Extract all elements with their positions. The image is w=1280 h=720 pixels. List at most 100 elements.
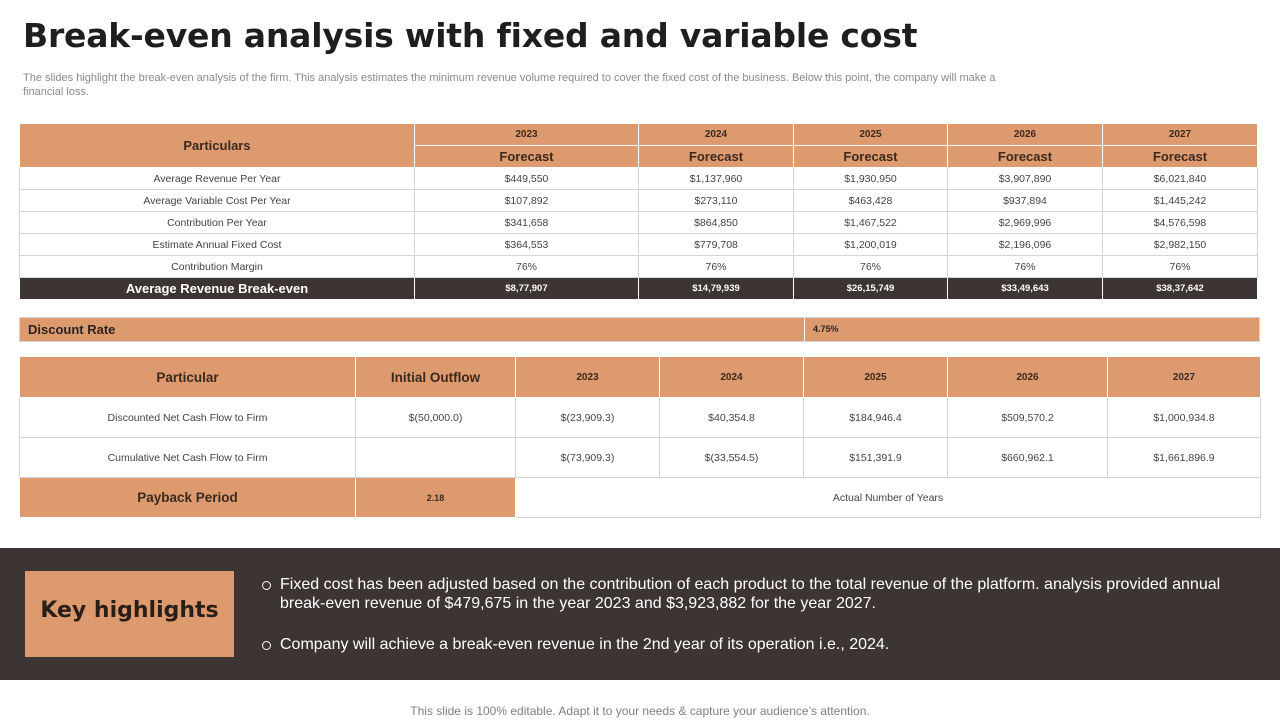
table-cell: $1,930,950: [793, 167, 948, 190]
table-cell: $40,354.8: [659, 397, 804, 438]
table-row: Discounted Net Cash Flow to Firm $(50,00…: [19, 397, 1261, 438]
table-row: Average Revenue Per Year $449,550 $1,137…: [19, 167, 1258, 190]
table-cell: $151,391.9: [803, 437, 948, 478]
breakeven-row: Average Revenue Break-even $8,77,907 $14…: [19, 277, 1258, 300]
divider: [804, 318, 805, 341]
row-label: Average Revenue Per Year: [19, 167, 415, 190]
row-label: Contribution Margin: [19, 255, 415, 278]
table-cell: $273,110: [638, 189, 794, 212]
table-cell: $1,200,019: [793, 233, 948, 256]
table-cell: $4,576,598: [1102, 211, 1258, 234]
forecast-header: Forecast: [638, 145, 794, 168]
table-cell: $6,021,840: [1102, 167, 1258, 190]
list-item: Company will achieve a break-even revenu…: [262, 635, 1222, 654]
table-row: Average Variable Cost Per Year $107,892 …: [19, 189, 1258, 212]
highlight-text: Company will achieve a break-even revenu…: [280, 636, 890, 653]
table-cell: $864,850: [638, 211, 794, 234]
year-header: 2024: [659, 356, 804, 398]
table-cell: $509,570.2: [947, 397, 1108, 438]
table-row: Contribution Per Year $341,658 $864,850 …: [19, 211, 1258, 234]
table-cell: $463,428: [793, 189, 948, 212]
table-cell: 76%: [947, 255, 1103, 278]
bullet-circle-icon: [262, 581, 271, 590]
table-cell: $1,137,960: [638, 167, 794, 190]
cashflow-header-row: Particular Initial Outflow 2023 2024 202…: [19, 356, 1261, 398]
table-cell: $341,658: [414, 211, 639, 234]
page-subtitle: The slides highlight the break-even anal…: [23, 72, 996, 98]
year-header: 2023: [515, 356, 660, 398]
forecast-header: Forecast: [1102, 145, 1258, 168]
discount-rate-bar: Discount Rate 4.75%: [19, 317, 1260, 342]
table-cell: 76%: [793, 255, 948, 278]
initial-outflow-header: Initial Outflow: [355, 356, 516, 398]
year-header: 2024: [638, 123, 794, 146]
table-cell: $(50,000.0): [355, 397, 516, 438]
highlights-list: Fixed cost has been adjusted based on th…: [262, 575, 1222, 654]
payback-value: 2.18: [355, 477, 516, 518]
row-label: Average Variable Cost Per Year: [19, 189, 415, 212]
table-cell: $364,553: [414, 233, 639, 256]
table-row: Contribution Margin 76% 76% 76% 76% 76%: [19, 255, 1258, 278]
payback-row: Payback Period 2.18 Actual Number of Yea…: [19, 477, 1261, 518]
breakeven-label: Average Revenue Break-even: [19, 277, 415, 300]
row-label: Cumulative Net Cash Flow to Firm: [19, 437, 356, 478]
forecast-header: Forecast: [793, 145, 948, 168]
breakeven-cell: $26,15,749: [793, 277, 948, 300]
table-cell: $184,946.4: [803, 397, 948, 438]
table-cell: $(73,909.3): [515, 437, 660, 478]
table-cell: $2,196,096: [947, 233, 1103, 256]
footer-note: This slide is 100% editable. Adapt it to…: [410, 704, 870, 718]
particular-header: Particular: [19, 356, 356, 398]
table-cell: 76%: [638, 255, 794, 278]
particulars-header: Particulars: [19, 123, 415, 168]
row-label: Estimate Annual Fixed Cost: [19, 233, 415, 256]
table-cell: [355, 437, 516, 478]
table-cell: $2,982,150: [1102, 233, 1258, 256]
table-cell: $1,000,934.8: [1107, 397, 1261, 438]
table-cell: $107,892: [414, 189, 639, 212]
table-cell: $449,550: [414, 167, 639, 190]
forecast-header: Forecast: [414, 145, 639, 168]
breakeven-cell: $33,49,643: [947, 277, 1103, 300]
highlight-text: Fixed cost has been adjusted based on th…: [280, 576, 1221, 612]
table-cell: $779,708: [638, 233, 794, 256]
table-cell: $2,969,996: [947, 211, 1103, 234]
year-header: 2027: [1102, 123, 1258, 146]
year-header-row: Particulars 2023 2024 2025 2026 2027: [19, 123, 1258, 168]
year-header: 2025: [793, 123, 948, 146]
year-header: 2026: [947, 123, 1103, 146]
table-row: Estimate Annual Fixed Cost $364,553 $779…: [19, 233, 1258, 256]
year-header: 2026: [947, 356, 1108, 398]
year-header: 2027: [1107, 356, 1261, 398]
discount-rate-value: 4.75%: [813, 324, 839, 334]
table-cell: $1,445,242: [1102, 189, 1258, 212]
payback-note: Actual Number of Years: [515, 477, 1261, 518]
breakeven-cell: $14,79,939: [638, 277, 794, 300]
table-cell: 76%: [1102, 255, 1258, 278]
highlights-title-box: Key highlights: [25, 571, 234, 657]
breakeven-table: Particulars 2023 2024 2025 2026 2027 For…: [19, 123, 1258, 300]
breakeven-cell: $38,37,642: [1102, 277, 1258, 300]
table-cell: $(23,909.3): [515, 397, 660, 438]
forecast-header-row: Forecast Forecast Forecast Forecast Fore…: [20, 145, 1258, 168]
forecast-header: Forecast: [947, 145, 1103, 168]
table-cell: $(33,554.5): [659, 437, 804, 478]
table-cell: $937,894: [947, 189, 1103, 212]
breakeven-cell: $8,77,907: [414, 277, 639, 300]
cashflow-table: Particular Initial Outflow 2023 2024 202…: [19, 356, 1261, 518]
highlights-band: Key highlights Fixed cost has been adjus…: [0, 548, 1280, 680]
row-label: Discounted Net Cash Flow to Firm: [19, 397, 356, 438]
table-cell: $1,661,896.9: [1107, 437, 1261, 478]
table-cell: $1,467,522: [793, 211, 948, 234]
payback-label: Payback Period: [19, 477, 356, 518]
row-label: Contribution Per Year: [19, 211, 415, 234]
year-header: 2025: [803, 356, 948, 398]
highlights-title: Key highlights: [40, 598, 219, 623]
discount-rate-label: Discount Rate: [28, 322, 116, 337]
table-cell: 76%: [414, 255, 639, 278]
list-item: Fixed cost has been adjusted based on th…: [262, 575, 1222, 613]
table-row: Cumulative Net Cash Flow to Firm $(73,90…: [19, 437, 1261, 478]
bullet-circle-icon: [262, 641, 271, 650]
table-cell: $660,962.1: [947, 437, 1108, 478]
year-header: 2023: [414, 123, 639, 146]
